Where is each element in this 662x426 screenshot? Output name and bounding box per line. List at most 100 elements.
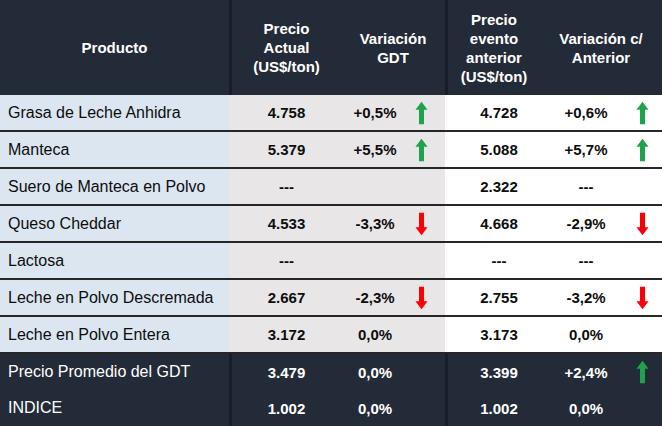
variation-gdt-cell: -3,3%: [341, 206, 445, 241]
gdt-price-table: Producto Precio Actual (US$/ton) Variaci…: [0, 0, 662, 426]
table-row: Grasa de Leche Anhidra 4.758 +0,5% 4.728…: [0, 95, 662, 132]
col-header-producto: Producto: [0, 0, 229, 95]
product-name: Manteca: [0, 132, 229, 167]
variation-gdt-cell: 0,0%: [341, 317, 445, 352]
price-previous-value: 4.728: [448, 95, 540, 130]
variation-gdt-cell: 0,0%: [341, 390, 445, 426]
down-arrow-icon: [415, 286, 428, 310]
variation-previous-value: +0,6%: [542, 104, 630, 121]
table-row: Suero de Manteca en Polvo --- 2.322 ---: [0, 169, 662, 206]
price-previous-value: 3.399: [448, 354, 540, 390]
variation-gdt-cell: +5,5%: [341, 132, 445, 167]
variation-previous-value: 0,0%: [542, 326, 630, 343]
product-name: Precio Promedio del GDT: [0, 354, 229, 390]
up-arrow-icon: [636, 360, 649, 384]
trend-arrow-previous: [632, 209, 652, 239]
variation-previous-value: -2,9%: [542, 215, 630, 232]
trend-arrow-gdt: [411, 357, 431, 387]
table-row: INDICE 1.002 0,0% 1.002 0,0%: [0, 390, 662, 426]
down-arrow-icon: [636, 286, 649, 310]
variation-previous-value: 0,0%: [542, 400, 630, 417]
price-actual-value: 2.667: [232, 280, 341, 315]
price-actual-value: 5.379: [232, 132, 341, 167]
up-arrow-icon: [415, 138, 428, 162]
trend-arrow-gdt: [411, 283, 431, 313]
col-header-precio-evento-anterior-label: Precio evento anterior (US$/ton): [458, 10, 530, 86]
table-row: Leche en Polvo Descremada 2.667 -2,3% 2.…: [0, 280, 662, 317]
trend-arrow-previous: [632, 98, 652, 128]
col-header-variacion-anterior: Variación c/ Anterior: [540, 0, 662, 95]
variation-previous-value: ---: [542, 252, 630, 269]
variation-previous-cell: -2,9%: [540, 206, 662, 241]
variation-previous-cell: +5,7%: [540, 132, 662, 167]
price-actual-value: 3.479: [232, 354, 341, 390]
up-arrow-icon: [636, 101, 649, 125]
variation-previous-cell: ---: [540, 169, 662, 204]
up-arrow-icon: [636, 138, 649, 162]
price-actual-value: 1.002: [232, 390, 341, 426]
col-header-variacion-anterior-label: Variación c/ Anterior: [551, 29, 651, 67]
col-header-precio-actual-label: Precio Actual (US$/ton): [250, 19, 324, 76]
col-header-variacion-gdt-label: Variación GDT: [352, 29, 434, 67]
price-previous-value: 4.668: [448, 206, 540, 241]
trend-arrow-previous: [632, 135, 652, 165]
variation-gdt-cell: -2,3%: [341, 280, 445, 315]
trend-arrow-previous: [632, 246, 652, 276]
table-row: Manteca 5.379 +5,5% 5.088 +5,7%: [0, 132, 662, 169]
trend-arrow-gdt: [411, 209, 431, 239]
down-arrow-icon: [636, 212, 649, 236]
trend-arrow-previous: [632, 320, 652, 350]
variation-gdt-value: 0,0%: [341, 326, 409, 343]
price-previous-value: ---: [448, 243, 540, 278]
variation-previous-cell: 0,0%: [540, 390, 662, 426]
trend-arrow-previous: [632, 283, 652, 313]
variation-gdt-cell: +0,5%: [341, 95, 445, 130]
variation-previous-cell: +2,4%: [540, 354, 662, 390]
variation-gdt-cell: 0,0%: [341, 354, 445, 390]
table-header: Producto Precio Actual (US$/ton) Variaci…: [0, 0, 662, 95]
product-name: Lactosa: [0, 243, 229, 278]
variation-gdt-value: -2,3%: [341, 289, 409, 306]
product-name: Grasa de Leche Anhidra: [0, 95, 229, 130]
price-actual-value: 4.533: [232, 206, 341, 241]
price-actual-value: 4.758: [232, 95, 341, 130]
variation-previous-value: +2,4%: [542, 364, 630, 381]
trend-arrow-gdt: [411, 98, 431, 128]
trend-arrow-previous: [632, 357, 652, 387]
variation-previous-cell: ---: [540, 243, 662, 278]
variation-previous-value: -3,2%: [542, 289, 630, 306]
price-actual-value: 3.172: [232, 317, 341, 352]
variation-gdt-value: 0,0%: [341, 400, 409, 417]
price-previous-value: 2.322: [448, 169, 540, 204]
table-row: Queso Cheddar 4.533 -3,3% 4.668 -2,9%: [0, 206, 662, 243]
up-arrow-icon: [415, 101, 428, 125]
product-name: Queso Cheddar: [0, 206, 229, 241]
variation-previous-cell: 0,0%: [540, 317, 662, 352]
price-previous-value: 5.088: [448, 132, 540, 167]
variation-previous-value: +5,7%: [542, 141, 630, 158]
col-header-variacion-gdt: Variación GDT: [341, 0, 445, 95]
product-name: INDICE: [0, 390, 229, 426]
trend-arrow-gdt: [411, 393, 431, 423]
trend-arrow-gdt: [411, 246, 431, 276]
col-header-producto-label: Producto: [82, 38, 148, 57]
trend-arrow-previous: [632, 393, 652, 423]
trend-arrow-gdt: [411, 172, 431, 202]
trend-arrow-gdt: [411, 320, 431, 350]
variation-gdt-cell: [341, 243, 445, 278]
price-actual-value: ---: [232, 243, 341, 278]
variation-gdt-value: +5,5%: [341, 141, 409, 158]
price-previous-value: 2.755: [448, 280, 540, 315]
table-body: Grasa de Leche Anhidra 4.758 +0,5% 4.728…: [0, 95, 662, 426]
trend-arrow-gdt: [411, 135, 431, 165]
variation-previous-cell: +0,6%: [540, 95, 662, 130]
table-row: Leche en Polvo Entera 3.172 0,0% 3.173 0…: [0, 317, 662, 354]
table-row: Precio Promedio del GDT 3.479 0,0% 3.399…: [0, 354, 662, 390]
price-previous-value: 3.173: [448, 317, 540, 352]
variation-previous-value: ---: [542, 178, 630, 195]
variation-gdt-value: +0,5%: [341, 104, 409, 121]
product-name: Suero de Manteca en Polvo: [0, 169, 229, 204]
variation-gdt-value: 0,0%: [341, 364, 409, 381]
table-row: Lactosa --- --- ---: [0, 243, 662, 280]
down-arrow-icon: [415, 212, 428, 236]
